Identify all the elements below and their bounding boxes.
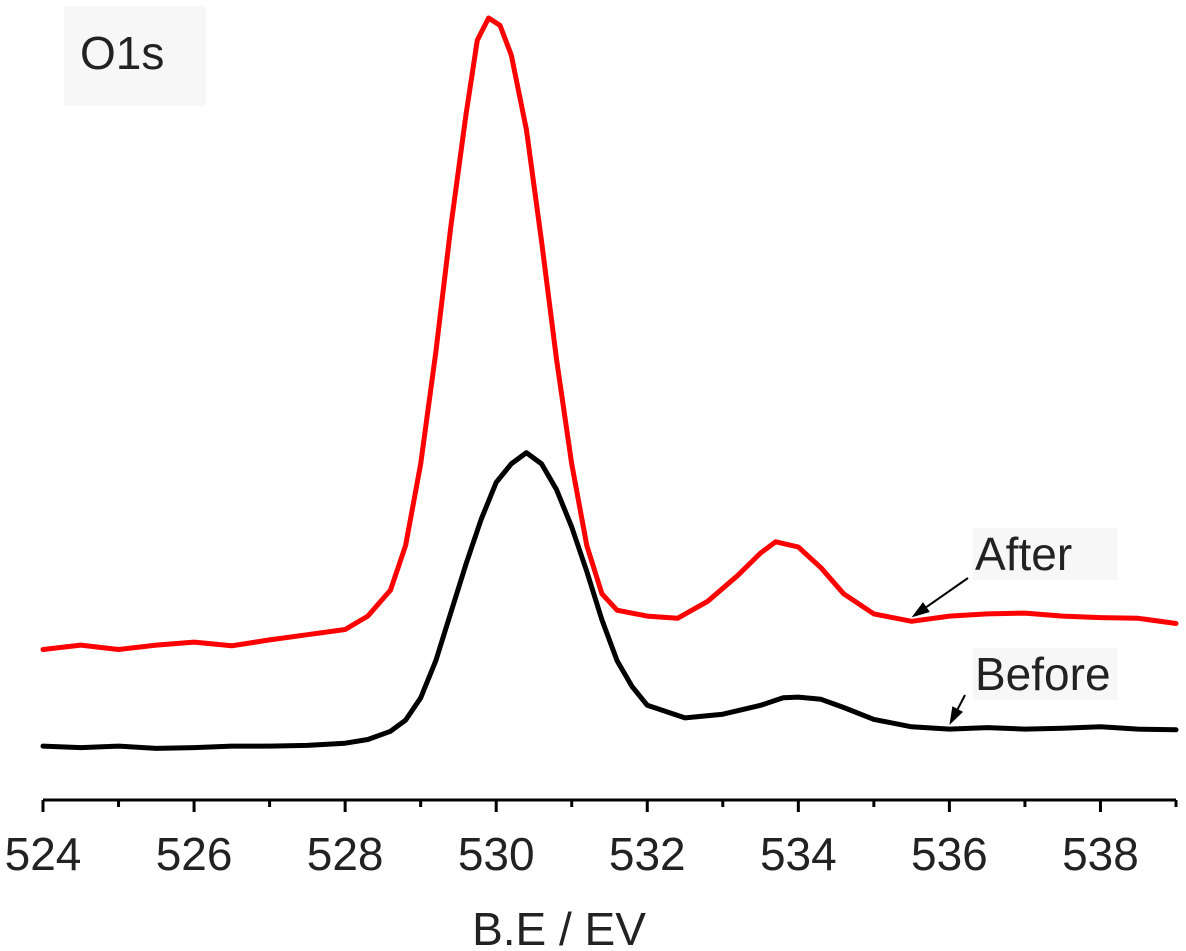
panel-label-background — [64, 6, 206, 106]
series-label-before: Before — [975, 648, 1111, 700]
x-axis-label: B.E / EV — [472, 903, 646, 951]
series-label-background — [973, 528, 1117, 580]
annotation-arrowhead-before — [949, 706, 964, 726]
annotation-layer: After Before — [911, 528, 1117, 726]
x-tick-label: 526 — [156, 828, 233, 880]
series-layer — [40, 15, 1179, 751]
series-line-before — [40, 450, 1179, 751]
x-tick-label: 538 — [1062, 828, 1139, 880]
x-tick-label: 532 — [609, 828, 686, 880]
series-line-after — [40, 15, 1179, 652]
panel-label: O1s — [80, 27, 164, 79]
series-label-after: After — [975, 528, 1072, 580]
x-tick-label: 524 — [5, 828, 82, 880]
x-tick-label: 536 — [911, 828, 988, 880]
x-tick-label: 534 — [760, 828, 837, 880]
annotation-arrow-before — [956, 694, 966, 710]
x-tick-label: 530 — [458, 828, 535, 880]
x-axis: 524 526 528 530 532 534 536 538 — [5, 800, 1178, 880]
series-label-background — [973, 648, 1117, 700]
annotation-arrowhead-after — [911, 602, 930, 618]
annotation-arrow-after — [925, 577, 969, 608]
x-tick-label: 528 — [307, 828, 384, 880]
